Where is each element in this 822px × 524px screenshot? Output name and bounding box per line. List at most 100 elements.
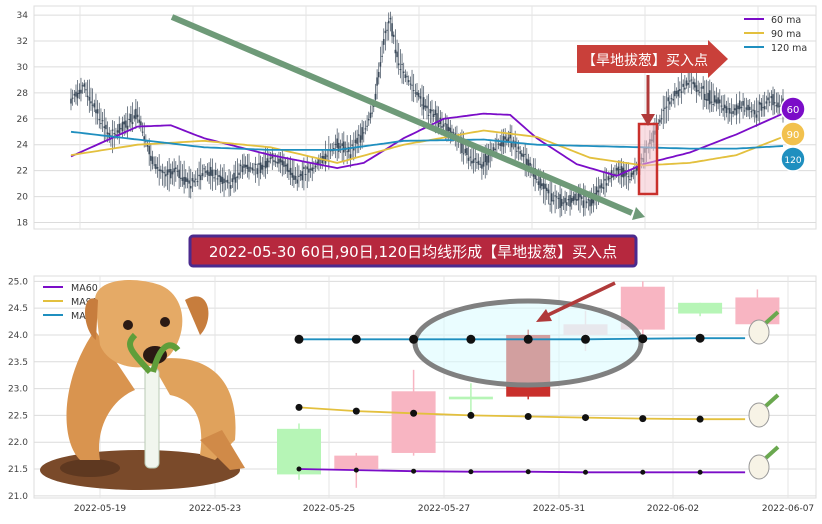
dog-front-leg — [66, 330, 135, 460]
ma60-point — [640, 469, 646, 475]
legend-label-ma90: MA90 — [71, 297, 98, 308]
top-candle-body — [120, 128, 122, 130]
top-candle-body — [376, 77, 378, 86]
ma60-point — [353, 467, 359, 473]
top-candle-body — [343, 141, 345, 153]
top-candle-body — [146, 144, 149, 147]
top-candle-body — [512, 140, 515, 142]
top-candle-body — [256, 168, 259, 175]
bottom-x-tick-label: 2022-05-19 — [74, 504, 127, 514]
top-candle-body — [476, 161, 478, 163]
candle-body — [678, 302, 723, 314]
top-candle-body — [718, 99, 721, 104]
top-candle-body — [406, 76, 408, 78]
top-candle-body — [441, 126, 443, 128]
top-candle-body — [767, 97, 769, 101]
top-candle-body — [85, 89, 87, 91]
top-candle-body — [334, 143, 337, 145]
top-candle-body — [233, 172, 235, 180]
top-candle-body — [306, 166, 309, 170]
top-candle-body — [482, 161, 485, 167]
top-candle-body — [630, 172, 633, 178]
ma120-point — [695, 333, 705, 343]
top-legend: 60 ma 90 ma 120 ma — [744, 15, 807, 54]
top-candle-body — [304, 173, 307, 175]
top-candle-body — [261, 164, 264, 170]
top-candle-body — [153, 164, 155, 166]
top-candle-body — [353, 148, 355, 151]
top-candle-body — [241, 166, 244, 173]
top-candle-body — [426, 105, 428, 109]
top-candle-body — [156, 167, 159, 169]
top-candle-body — [507, 137, 510, 143]
top-candle-body — [283, 161, 285, 167]
top-candle-body — [311, 167, 314, 171]
top-candle-body — [677, 89, 679, 97]
top-candle-body — [514, 141, 516, 148]
top-candle-body — [464, 148, 467, 153]
badge-90 — [780, 121, 806, 147]
top-candle-body — [772, 94, 774, 106]
bottom-x-tick-label: 2022-05-25 — [303, 504, 355, 514]
top-candle-body — [168, 169, 170, 173]
top-candle-body — [700, 87, 703, 89]
badge-60-label: 60 — [787, 105, 800, 116]
top-candle-body — [777, 102, 779, 108]
top-candle-body — [689, 80, 691, 82]
top-candle-body — [216, 178, 219, 180]
top-candle-body — [690, 79, 693, 81]
bottom-x-tick-label: 2022-06-07 — [762, 504, 814, 514]
top-candle-body — [694, 82, 696, 88]
top-candle-body — [713, 95, 716, 103]
top-candle-body — [757, 111, 759, 113]
top-candle-body — [431, 109, 433, 112]
top-candle-body — [160, 169, 162, 172]
top-candle-body — [96, 109, 99, 114]
top-candle-body — [717, 97, 719, 104]
top-candle-body — [765, 101, 768, 104]
downtrend-arrowhead — [632, 207, 645, 220]
dog-illustration — [40, 280, 245, 490]
top-candle-body — [362, 132, 365, 134]
top-candle-body — [130, 114, 132, 123]
top-candle-body — [303, 166, 305, 169]
top-candle-body — [542, 183, 545, 190]
top-candle-body — [324, 153, 327, 164]
top-candle-body — [675, 91, 678, 94]
top-candle-body — [535, 178, 538, 180]
top-candle-body — [735, 104, 738, 116]
top-candle-body — [424, 105, 427, 108]
top-candle-body — [467, 157, 470, 161]
top-candle-body — [585, 201, 588, 204]
top-candle-body — [411, 84, 413, 86]
top-candle-body — [409, 83, 412, 85]
top-candle-body — [374, 93, 377, 100]
ma60-point — [697, 469, 703, 475]
top-candle-body — [128, 118, 131, 120]
top-candle-body — [555, 196, 558, 198]
top-candle-body — [437, 122, 440, 128]
top-candle-body — [196, 181, 199, 183]
top-candle-body — [762, 107, 764, 109]
top-candle-body — [170, 169, 172, 179]
top-candle-body — [589, 199, 591, 207]
dog-ear-right — [185, 296, 209, 335]
top-candle-body — [685, 80, 688, 86]
ma120-point — [466, 334, 476, 344]
top-candle-body — [351, 144, 353, 146]
top-candle-body — [540, 183, 543, 187]
ma-badges: 60 90 120 — [780, 96, 806, 172]
top-candle-body — [73, 93, 76, 96]
top-candle-body — [293, 175, 295, 180]
top-candle-body — [228, 182, 230, 184]
top-candle-body — [141, 131, 144, 133]
top-candle-body — [103, 126, 106, 129]
top-candle-body — [472, 159, 475, 163]
top-candle-body — [288, 169, 290, 173]
top-candle-body — [427, 114, 430, 116]
top-candle-body — [452, 132, 455, 134]
top-candle-body — [434, 109, 437, 115]
top-candle-body — [91, 104, 94, 106]
top-candle-body — [497, 143, 500, 145]
top-candle-body — [366, 125, 368, 127]
